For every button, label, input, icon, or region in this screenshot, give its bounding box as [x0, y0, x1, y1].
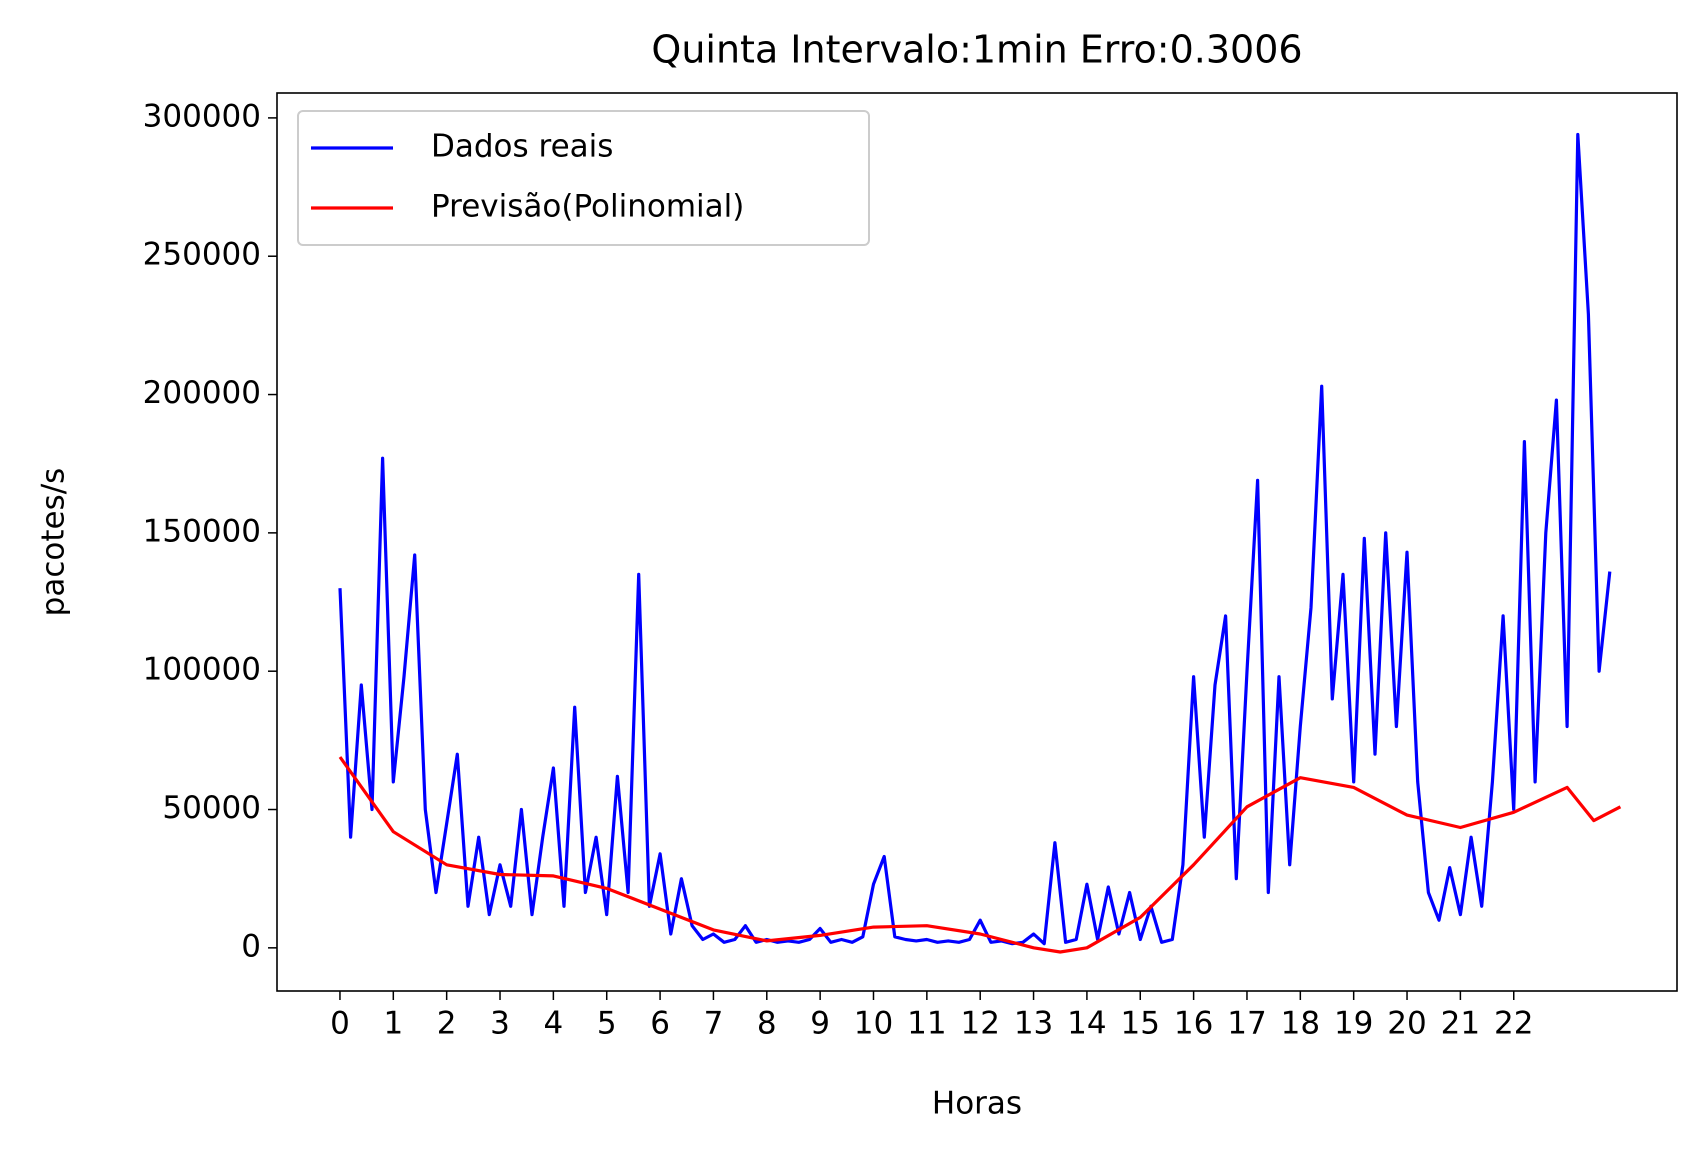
x-tick-label: 21 — [1441, 1006, 1480, 1042]
chart-title: Quinta Intervalo:1min Erro:0.3006 — [651, 28, 1302, 72]
y-tick-label: 250000 — [143, 237, 261, 273]
y-axis-label: pacotes/s — [36, 468, 72, 617]
x-tick-label: 0 — [330, 1006, 350, 1042]
x-tick-label: 12 — [960, 1006, 999, 1042]
x-tick-label: 8 — [757, 1006, 777, 1042]
legend-box — [297, 110, 870, 246]
x-tick-label: 20 — [1387, 1006, 1426, 1042]
x-tick-label: 18 — [1281, 1006, 1320, 1042]
x-tick-label: 13 — [1014, 1006, 1053, 1042]
x-tick-label: 3 — [490, 1006, 510, 1042]
x-tick-label: 4 — [544, 1006, 564, 1042]
x-tick-label: 14 — [1067, 1006, 1106, 1042]
legend-label: Previsão(Polinomial) — [431, 189, 744, 225]
x-axis-label: Horas — [932, 1086, 1022, 1122]
x-tick-label: 15 — [1121, 1006, 1160, 1042]
x-tick-label: 19 — [1334, 1006, 1373, 1042]
x-tick-label: 1 — [383, 1006, 403, 1042]
x-tick-label: 9 — [810, 1006, 830, 1042]
y-tick-label: 300000 — [143, 98, 261, 134]
x-tick-label: 22 — [1494, 1006, 1533, 1042]
x-tick-label: 2 — [437, 1006, 457, 1042]
y-tick-label: 0 — [241, 928, 261, 964]
y-tick-label: 200000 — [143, 375, 261, 411]
x-tick-label: 16 — [1174, 1006, 1213, 1042]
y-tick-label: 150000 — [143, 513, 261, 549]
plot-frame — [276, 92, 1678, 992]
x-tick-label: 17 — [1227, 1006, 1266, 1042]
series-line — [338, 132, 1612, 946]
x-tick-label: 7 — [704, 1006, 724, 1042]
x-tick-label: 11 — [907, 1006, 946, 1042]
y-tick-label: 100000 — [143, 652, 261, 688]
x-tick-label: 10 — [854, 1006, 893, 1042]
series-line — [338, 756, 1622, 954]
legend-label: Dados reais — [431, 129, 613, 165]
y-tick-label: 50000 — [162, 790, 261, 826]
x-tick-label: 6 — [650, 1006, 670, 1042]
x-tick-label: 5 — [597, 1006, 617, 1042]
